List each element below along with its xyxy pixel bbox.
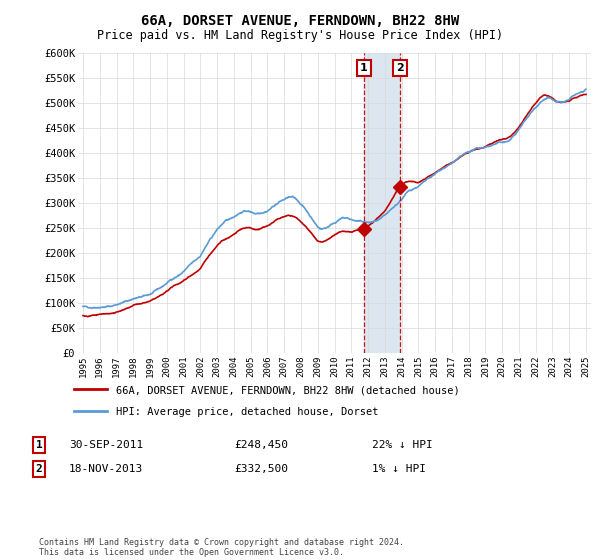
Text: 22% ↓ HPI: 22% ↓ HPI bbox=[372, 440, 433, 450]
Text: Price paid vs. HM Land Registry's House Price Index (HPI): Price paid vs. HM Land Registry's House … bbox=[97, 29, 503, 42]
Bar bbox=[364, 53, 400, 353]
Text: 30-SEP-2011: 30-SEP-2011 bbox=[69, 440, 143, 450]
Text: 1: 1 bbox=[35, 440, 43, 450]
Text: £332,500: £332,500 bbox=[234, 464, 288, 474]
Text: 66A, DORSET AVENUE, FERNDOWN, BH22 8HW: 66A, DORSET AVENUE, FERNDOWN, BH22 8HW bbox=[141, 14, 459, 28]
Text: £248,450: £248,450 bbox=[234, 440, 288, 450]
Text: 66A, DORSET AVENUE, FERNDOWN, BH22 8HW (detached house): 66A, DORSET AVENUE, FERNDOWN, BH22 8HW (… bbox=[116, 385, 460, 395]
Text: 2: 2 bbox=[35, 464, 43, 474]
Text: 18-NOV-2013: 18-NOV-2013 bbox=[69, 464, 143, 474]
Text: HPI: Average price, detached house, Dorset: HPI: Average price, detached house, Dors… bbox=[116, 407, 379, 417]
Text: 1% ↓ HPI: 1% ↓ HPI bbox=[372, 464, 426, 474]
Text: Contains HM Land Registry data © Crown copyright and database right 2024.
This d: Contains HM Land Registry data © Crown c… bbox=[39, 538, 404, 557]
Text: 2: 2 bbox=[395, 63, 403, 73]
Text: 1: 1 bbox=[360, 63, 368, 73]
